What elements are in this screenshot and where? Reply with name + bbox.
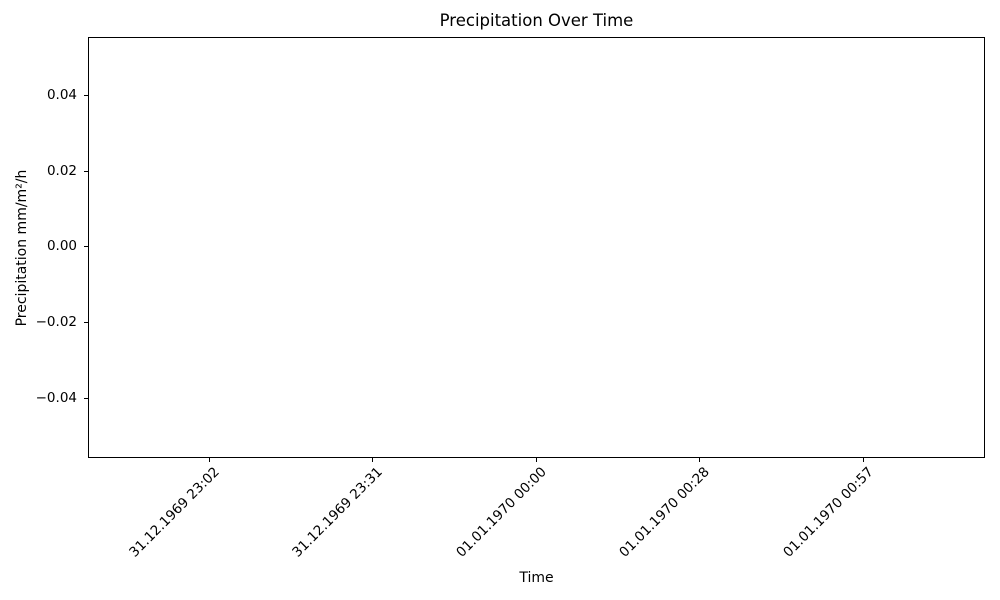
y-tick-label: 0.04 [46,87,77,103]
x-tick-mark [209,458,210,462]
y-tick-label: −0.02 [35,314,77,330]
x-tick-label: 01.01.1970 00:28 [615,464,713,561]
y-axis-label: Precipitation mm/m²/h [14,169,30,327]
y-tick-mark [84,95,88,96]
x-tick-label: 01.01.1970 00:00 [452,464,550,561]
x-axis-label: Time [519,570,554,586]
x-tick-mark [536,458,537,462]
y-tick-mark [84,246,88,247]
plot-area [88,37,985,458]
x-tick-label: 31.12.1969 23:31 [288,464,386,561]
x-tick-mark [699,458,700,462]
y-tick-mark [84,322,88,323]
y-tick-label: 0.00 [46,238,77,254]
y-tick-label: −0.04 [35,390,77,406]
x-tick-mark [372,458,373,462]
x-tick-label: 01.01.1970 00:57 [779,464,877,561]
chart-title: Precipitation Over Time [439,11,634,30]
y-tick-mark [84,171,88,172]
x-tick-label: 31.12.1969 23:02 [125,464,223,561]
y-tick-mark [84,398,88,399]
y-tick-label: 0.02 [46,163,77,179]
x-tick-mark [863,458,864,462]
